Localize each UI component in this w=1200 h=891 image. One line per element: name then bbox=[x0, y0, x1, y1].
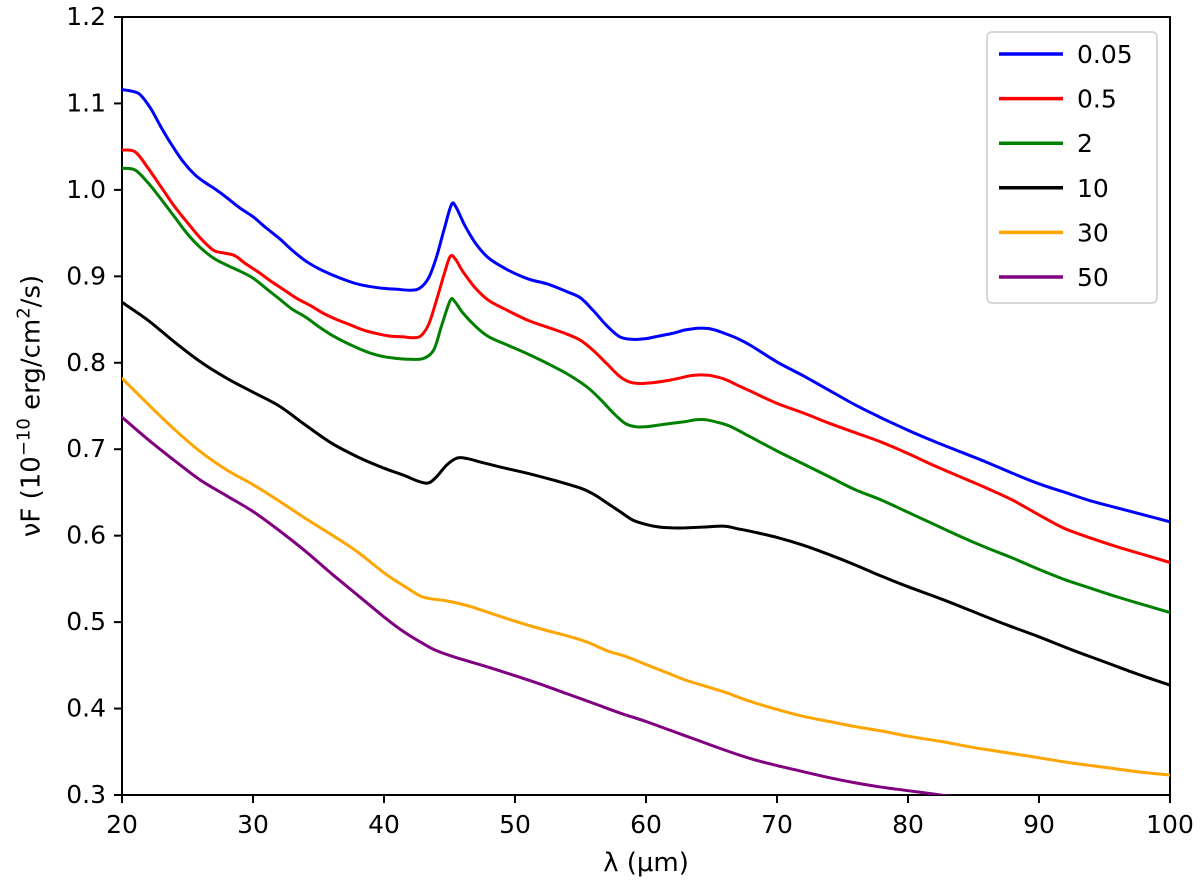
x-tick-label-100: 100 bbox=[1146, 810, 1194, 839]
y-tick-label-1.0: 1.0 bbox=[66, 175, 106, 204]
x-tick-label-50: 50 bbox=[499, 810, 531, 839]
curve-0-5 bbox=[122, 148, 1170, 564]
y-tick-label-1.1: 1.1 bbox=[66, 88, 106, 117]
x-tick-label-60: 60 bbox=[630, 810, 662, 839]
y-tick-label-1.2: 1.2 bbox=[66, 2, 106, 31]
y-axis-label-middle: erg/cm bbox=[16, 318, 47, 419]
curve-0-05 bbox=[122, 88, 1170, 524]
y-tick-label-0.9: 0.9 bbox=[66, 261, 106, 290]
x-tick-label-40: 40 bbox=[368, 810, 400, 839]
y-tick-label-0.5: 0.5 bbox=[66, 607, 106, 636]
x-axis-label: λ (μm) bbox=[603, 848, 689, 878]
y-axis-label-prefix: νF (10 bbox=[16, 456, 47, 538]
x-tick-label-80: 80 bbox=[892, 810, 924, 839]
y-tick-label-0.3: 0.3 bbox=[66, 780, 106, 809]
y-tick-label-0.6: 0.6 bbox=[66, 521, 106, 550]
curve-10 bbox=[122, 300, 1170, 687]
y-tick-label-0.8: 0.8 bbox=[66, 348, 106, 377]
legend-label-50: 50 bbox=[1077, 263, 1109, 292]
legend-label-30: 30 bbox=[1077, 218, 1109, 247]
axes-spines bbox=[121, 16, 1171, 796]
y-axis-label-suffix: /s) bbox=[16, 274, 47, 308]
legend-box bbox=[986, 31, 1158, 304]
legend-label-0-5: 0.5 bbox=[1077, 85, 1117, 114]
x-tick-label-90: 90 bbox=[1023, 810, 1055, 839]
x-tick-label-20: 20 bbox=[106, 810, 138, 839]
legend-label-2: 2 bbox=[1077, 129, 1093, 158]
y-axis-label-exponent: −10 bbox=[13, 418, 35, 457]
legend-label-10: 10 bbox=[1077, 174, 1109, 203]
curve-2 bbox=[122, 166, 1170, 615]
y-tick-label-0.4: 0.4 bbox=[66, 694, 106, 723]
y-axis-label: νF (10−10 erg/cm2/s) bbox=[14, 275, 47, 537]
y-axis-label-exponent2: 2 bbox=[13, 307, 35, 319]
curve-30 bbox=[122, 376, 1170, 777]
y-tick-label-0.7: 0.7 bbox=[66, 434, 106, 463]
legend-label-0-05: 0.05 bbox=[1077, 40, 1133, 69]
x-tick-label-30: 30 bbox=[237, 810, 269, 839]
curve-50 bbox=[122, 415, 953, 795]
x-tick-label-70: 70 bbox=[761, 810, 793, 839]
